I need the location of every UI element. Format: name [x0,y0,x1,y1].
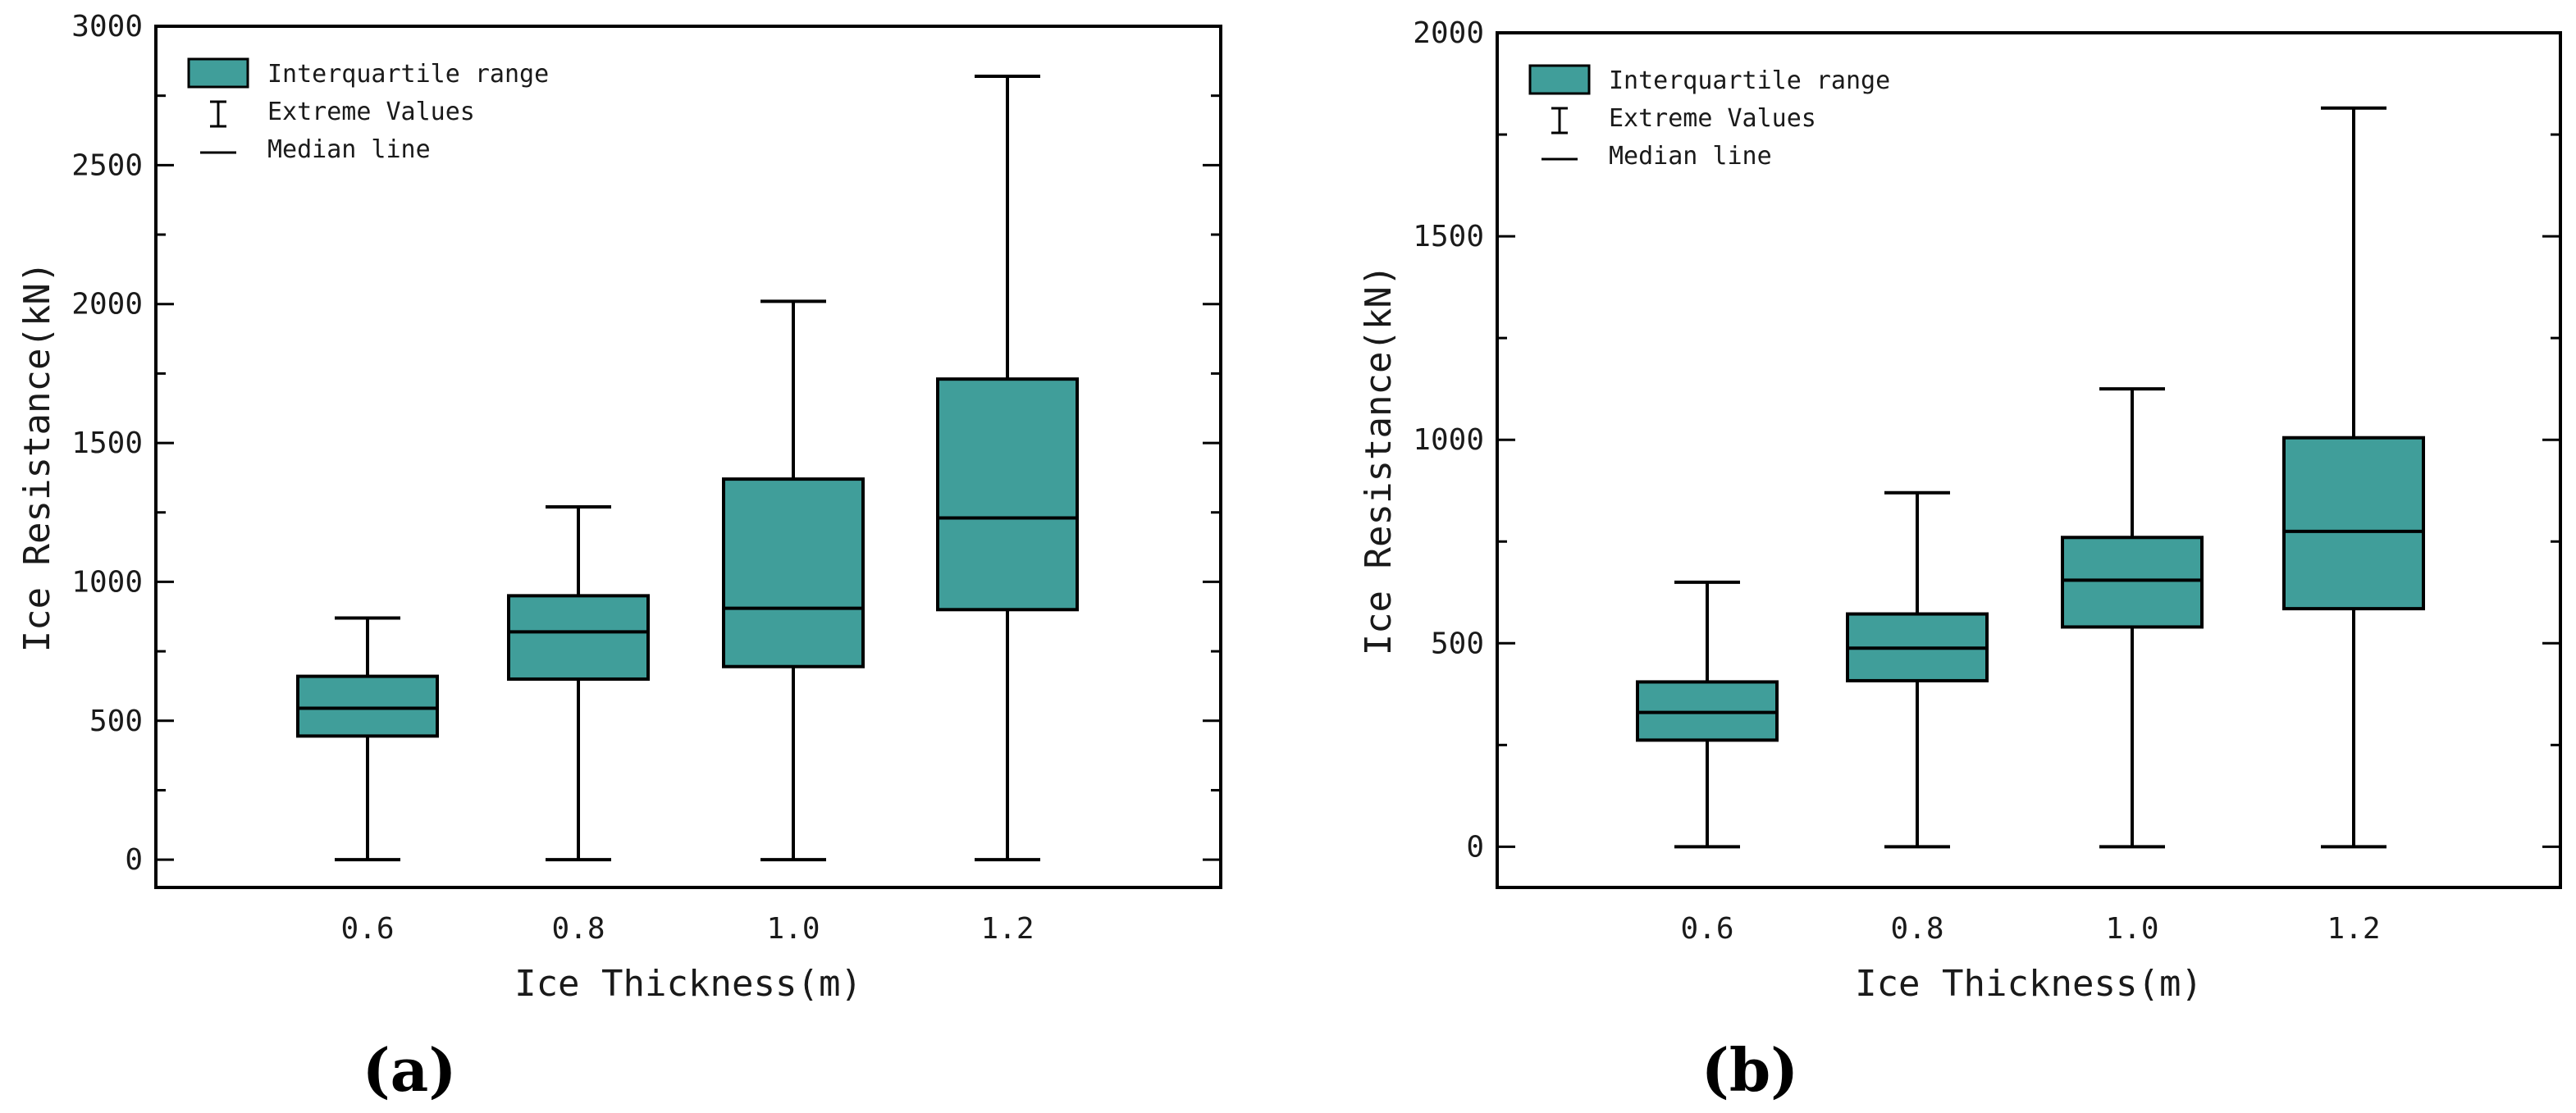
legend: Interquartile range Extreme Values Media… [1528,64,1890,171]
chart-panel-a: 0 500 1000 1500 2000 2500 3000 0.6 0.8 1.0 1.2 Int… [16,10,1222,1105]
box-0.6 [296,616,439,862]
iqr-box [2282,436,2425,611]
legend-label-iqr: Interquartile range [267,60,549,89]
legend-label-extreme: Extreme Values [1609,104,1816,133]
panel-label: (b) [1701,1035,1798,1105]
legend-label-iqr: Interquartile range [1609,66,1890,95]
y-tick-label: 2000 [1413,16,1484,50]
panel-label: (a) [363,1035,457,1105]
legend-whisker-icon [210,100,226,128]
y-tick-label: 1500 [71,426,143,460]
y-axis-ticks: 0 500 1000 1500 2000 2500 3000 0.6 0.8 1.0 1.2 [71,10,1221,946]
y-tick-label: 1500 [1413,220,1484,253]
x-axis-title: Ice Thickness(m) [514,963,862,1005]
legend-whisker-icon [1551,107,1568,135]
box-1.2 [936,74,1079,862]
y-tick-label: 0 [1466,830,1484,864]
y-tick-label: 1000 [1413,423,1484,457]
x-tick-label: 0.8 [551,912,605,946]
box-series [296,74,1079,862]
x-tick-label: 0.6 [340,912,394,946]
iqr-box [296,674,439,738]
y-tick-label: 3000 [71,10,143,43]
iqr-box [2061,536,2204,629]
x-axis-title: Ice Thickness(m) [1855,963,2203,1005]
y-axis-ticks: 0 500 1000 1500 2000 0.6 0.8 1.0 1.2 [1413,16,2560,946]
y-tick-label: 500 [1431,627,1484,660]
x-tick-label: 0.8 [1890,912,1943,946]
plot-frame [154,25,1222,889]
x-tick-label: 1.0 [2105,912,2158,946]
iqr-box [722,477,865,668]
box-1.0 [722,299,865,862]
y-axis-title: Ice Resistance(kN) [1358,265,1400,656]
legend-box-swatch [187,57,249,89]
box-0.8 [1846,490,1989,849]
box-0.6 [1636,580,1779,849]
chart-panel-b: 0 500 1000 1500 2000 0.6 0.8 1.0 1.2 Interquarti… [1358,16,2562,1105]
y-tick-label: 0 [125,843,143,877]
plot-frame [1496,31,2562,889]
iqr-box [936,377,1079,612]
x-tick-label: 1.2 [2327,912,2380,946]
y-tick-label: 2500 [71,148,143,182]
legend: Interquartile range Extreme Values Media… [187,57,549,164]
y-tick-label: 2000 [71,288,143,322]
box-0.8 [507,504,650,862]
box-1.0 [2061,387,2204,849]
y-axis-title: Ice Resistance(kN) [16,262,58,653]
x-tick-label: 1.2 [980,912,1034,946]
box-series [1636,106,2425,849]
x-tick-label: 0.6 [1680,912,1733,946]
y-tick-label: 1000 [71,565,143,599]
x-tick-label: 1.0 [766,912,820,946]
legend-label-median: Median line [267,135,431,164]
iqr-box [507,594,650,681]
legend-label-extreme: Extreme Values [267,98,475,126]
box-1.2 [2282,106,2425,849]
legend-label-median: Median line [1609,142,1772,171]
legend-box-swatch [1528,64,1591,95]
y-tick-label: 500 [89,705,143,738]
